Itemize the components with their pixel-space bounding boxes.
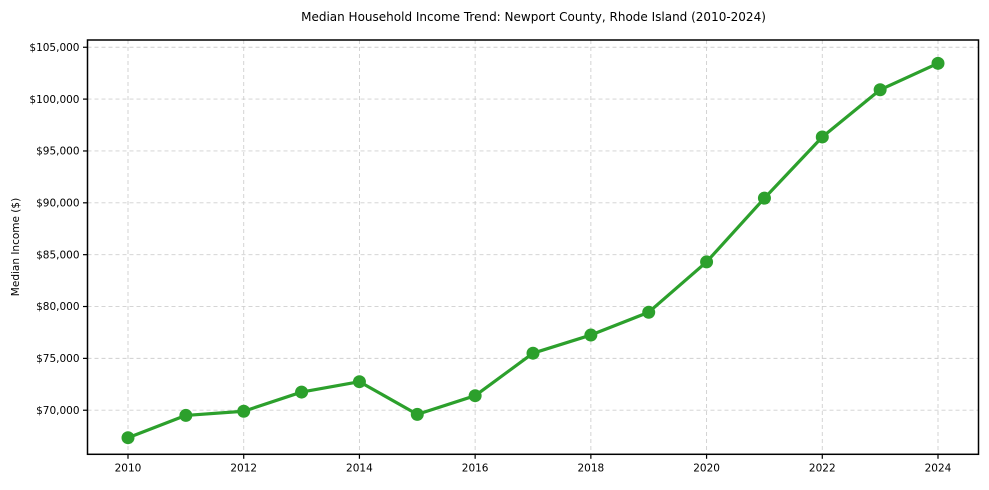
y-tick-label: $105,000 [29,42,79,54]
y-tick-label: $100,000 [29,94,79,106]
data-point [410,407,424,421]
y-axis-label: Median Income ($) [10,197,22,297]
x-tick-label: 2016 [462,462,489,474]
data-point [352,375,366,389]
y-tick-label: $70,000 [36,405,79,417]
x-tick-label: 2024 [925,462,952,474]
data-point [121,431,135,445]
data-point [584,328,598,342]
data-point [295,385,309,399]
data-point [931,56,945,70]
y-tick-label: $80,000 [36,301,79,313]
data-point [468,389,482,403]
data-point [815,130,829,144]
data-point [873,83,887,97]
y-tick-label: $75,000 [36,353,79,365]
data-point [642,305,656,319]
data-point [757,191,771,205]
data-line [126,61,940,440]
data-point [700,255,714,269]
data-point [179,408,193,422]
x-tick-label: 2010 [115,462,142,474]
x-tick-label: 2020 [693,462,720,474]
x-tick-label: 2022 [809,462,836,474]
x-tick-label: 2014 [346,462,373,474]
plot-border [86,39,980,456]
y-tick-label: $90,000 [36,198,79,210]
x-tick-label: 2012 [230,462,257,474]
data-point [526,346,540,360]
x-tick-label: 2018 [577,462,604,474]
data-point [237,404,251,418]
y-tick-label: $85,000 [36,249,79,261]
y-tick-label: $95,000 [36,146,79,158]
chart-title: Median Household Income Trend: Newport C… [301,10,766,24]
